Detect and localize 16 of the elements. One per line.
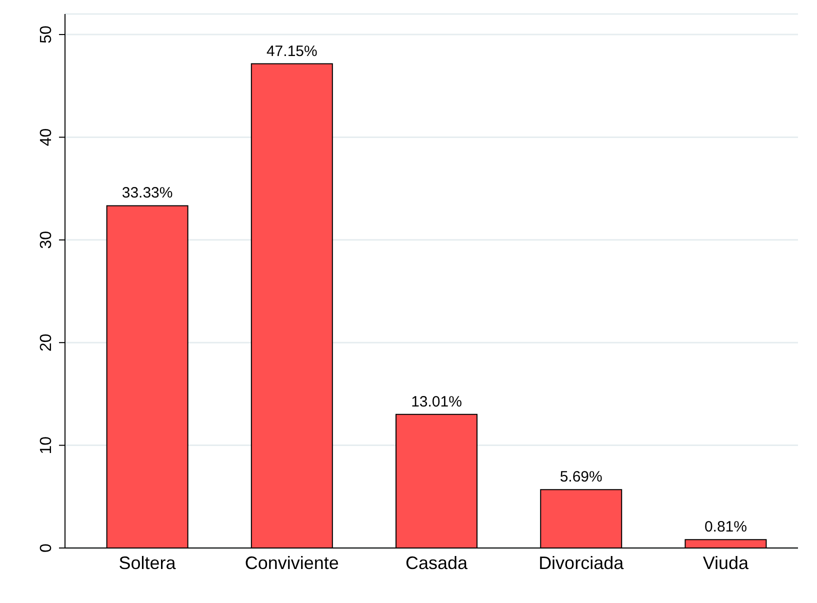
y-tick-label: 0 — [38, 543, 55, 552]
y-tick-label: 40 — [38, 128, 55, 146]
y-tick-label: 30 — [38, 230, 55, 249]
x-tick-label: Viuda — [702, 552, 750, 573]
data-label: 47.15% — [266, 42, 318, 60]
y-tick-label: 20 — [38, 334, 55, 352]
y-tick-label: 50 — [38, 26, 55, 44]
data-label: 0.81% — [704, 518, 747, 536]
x-tick-label: Casada — [405, 552, 469, 573]
x-tick-label: Divorciada — [538, 552, 625, 573]
x-tick-label: Conviviente — [244, 552, 339, 573]
data-label: 13.01% — [411, 393, 462, 410]
data-label: 5.69% — [560, 468, 602, 486]
data-label: 33.33% — [122, 184, 173, 202]
x-tick-label: Soltera — [118, 552, 177, 573]
y-tick-label: 10 — [38, 436, 55, 454]
